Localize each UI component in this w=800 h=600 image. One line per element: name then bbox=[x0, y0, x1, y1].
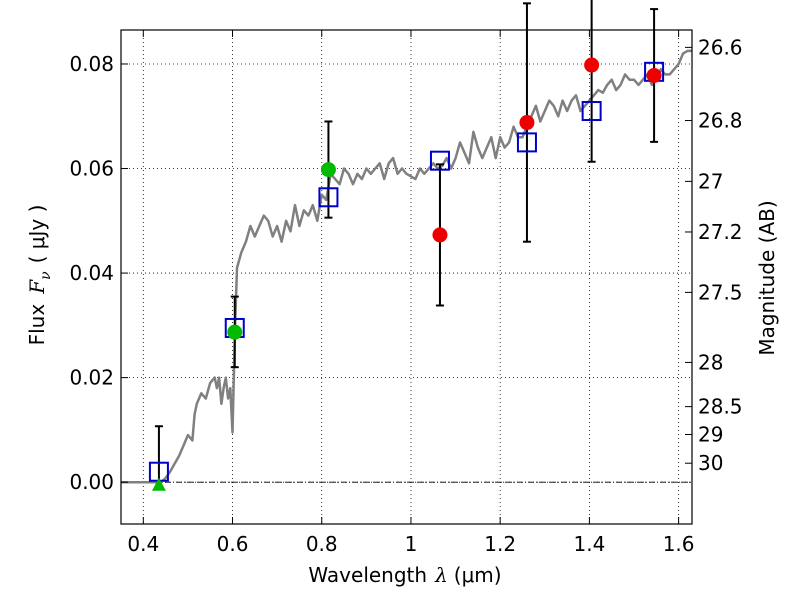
x-axis-label: Wavelength λ (μm) bbox=[308, 563, 501, 587]
green-data-point bbox=[320, 162, 336, 178]
model-photometry-point bbox=[581, 101, 602, 122]
x-tick-label: 1.2 bbox=[484, 532, 516, 556]
plot-frame bbox=[120, 29, 693, 525]
grid-lines bbox=[121, 30, 692, 524]
x-tick-label: 0.8 bbox=[306, 532, 338, 556]
x-axis-ticks: 0.4 0.6 0.8 1 1.2 1.4 1.6 bbox=[127, 30, 695, 556]
y-tick-label: 0.02 bbox=[69, 366, 114, 390]
y-axis-ticks: 0.00 0.02 0.04 0.06 0.08 bbox=[69, 52, 128, 494]
green-data-point bbox=[227, 324, 243, 340]
model-spectrum bbox=[121, 49, 692, 484]
data-markers bbox=[148, 57, 665, 491]
y2-tick-label: 27.5 bbox=[698, 280, 743, 304]
red-data-point bbox=[432, 227, 448, 243]
y-axis-label: Flux Fν ( μJy ) bbox=[25, 205, 54, 346]
x-axis-label-symbol: λ bbox=[434, 563, 448, 587]
x-tick-label: 1.4 bbox=[573, 532, 605, 556]
y2-tick-label: 27.2 bbox=[698, 220, 743, 244]
x-tick-label: 1 bbox=[405, 532, 418, 556]
red-data-point bbox=[584, 57, 600, 73]
x-axis-label-text: Wavelength bbox=[308, 563, 427, 587]
y-tick-label: 0.00 bbox=[69, 470, 114, 494]
y-axis-label-text: Flux bbox=[25, 304, 49, 346]
model-spectrum-line bbox=[121, 49, 692, 484]
model-photometry-point bbox=[429, 150, 450, 171]
red-data-point bbox=[646, 67, 662, 83]
green-triangle-point bbox=[151, 477, 166, 491]
x-tick-label: 0.6 bbox=[217, 532, 249, 556]
x-tick-label: 0.4 bbox=[127, 532, 159, 556]
x-tick-label: 1.6 bbox=[663, 532, 695, 556]
y2-tick-label: 29 bbox=[698, 423, 723, 447]
red-data-point bbox=[519, 115, 535, 131]
y-tick-label: 0.04 bbox=[69, 261, 114, 285]
y2-tick-label: 27 bbox=[698, 169, 723, 193]
model-photometry-point bbox=[318, 187, 339, 208]
y2-tick-label: 26.8 bbox=[698, 109, 743, 133]
y-axis-label-symbol: F bbox=[25, 279, 49, 295]
y2-tick-label: 28.5 bbox=[698, 395, 743, 419]
y2-axis-label: Magnitude (AB) bbox=[755, 200, 779, 355]
y2-tick-label: 30 bbox=[698, 451, 723, 475]
y-axis-label-subscript: ν bbox=[38, 271, 54, 280]
y-axis-label-unit: ( μJy ) bbox=[25, 205, 49, 264]
y-tick-label: 0.06 bbox=[69, 157, 114, 181]
y-tick-label: 0.08 bbox=[69, 52, 114, 76]
y2-tick-label: 26.6 bbox=[698, 35, 743, 59]
x-axis-label-unit: (μm) bbox=[454, 563, 502, 587]
model-photometry-point bbox=[516, 132, 537, 153]
y2-tick-label: 28 bbox=[698, 350, 723, 374]
y2-axis-ticks: 26.6 26.8 27 27.2 27.5 28 28.5 29 30 bbox=[685, 35, 743, 475]
